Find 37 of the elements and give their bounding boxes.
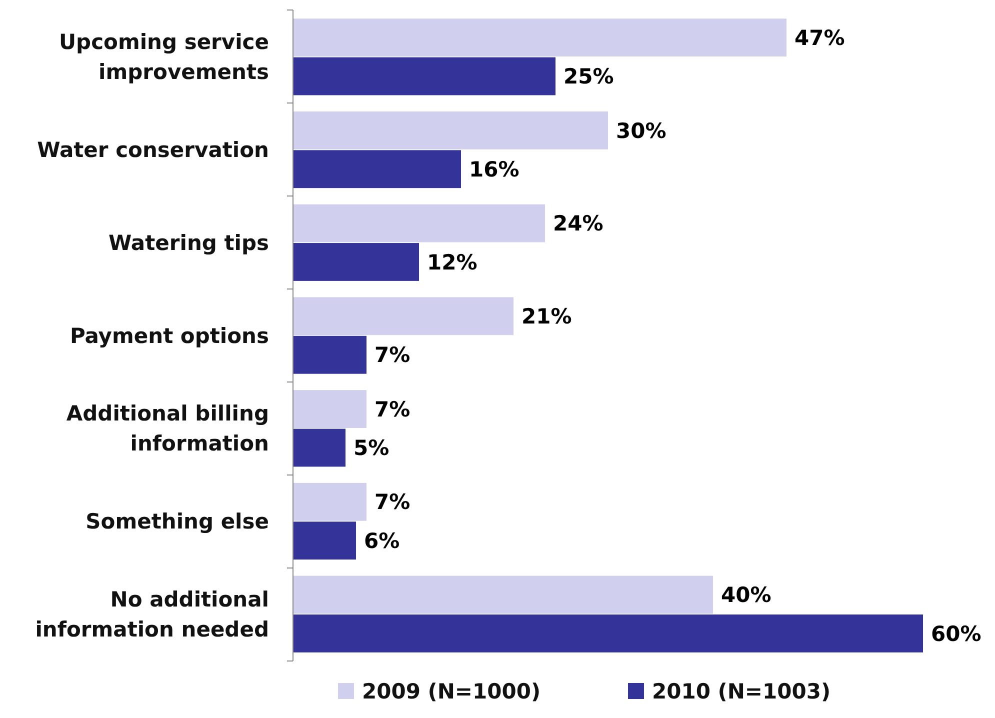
data-label: 16% bbox=[469, 157, 520, 182]
legend-label: 2010 (N=1003) bbox=[652, 679, 831, 704]
bar bbox=[293, 522, 356, 560]
y-tick-label: Something else bbox=[86, 510, 269, 534]
bar bbox=[293, 111, 608, 150]
bar bbox=[293, 428, 346, 467]
data-label: 24% bbox=[553, 212, 604, 236]
bar bbox=[293, 336, 366, 374]
bar bbox=[293, 576, 713, 614]
data-label: 25% bbox=[564, 64, 614, 89]
bar bbox=[293, 482, 366, 521]
y-tick-label: Water conservation bbox=[37, 138, 269, 162]
data-label: 12% bbox=[427, 250, 478, 274]
bar bbox=[293, 57, 556, 96]
bar bbox=[293, 297, 514, 336]
bar bbox=[293, 614, 923, 652]
bar bbox=[293, 150, 461, 188]
bar bbox=[293, 390, 366, 428]
bar bbox=[293, 204, 545, 242]
data-label: 60% bbox=[931, 622, 982, 646]
y-tick-label: Payment options bbox=[70, 324, 269, 348]
data-label: 7% bbox=[374, 397, 410, 422]
data-label: 5% bbox=[354, 436, 390, 460]
y-tick-label: Upcoming service improvements bbox=[58, 30, 269, 84]
data-label: 30% bbox=[616, 118, 666, 143]
y-tick-label: Watering tips bbox=[108, 230, 269, 255]
y-tick-label: No additional information needed bbox=[35, 587, 269, 642]
data-label: 7% bbox=[374, 490, 410, 514]
y-tick-label: Additional billing information bbox=[66, 402, 269, 456]
bar bbox=[293, 243, 419, 281]
data-label: 47% bbox=[794, 26, 845, 50]
bar bbox=[293, 18, 786, 57]
data-label: 6% bbox=[364, 528, 400, 553]
legend-label: 2009 (N=1000) bbox=[362, 679, 541, 704]
data-label: 7% bbox=[374, 343, 410, 368]
data-label: 40% bbox=[721, 583, 772, 608]
data-label: 21% bbox=[522, 304, 572, 329]
